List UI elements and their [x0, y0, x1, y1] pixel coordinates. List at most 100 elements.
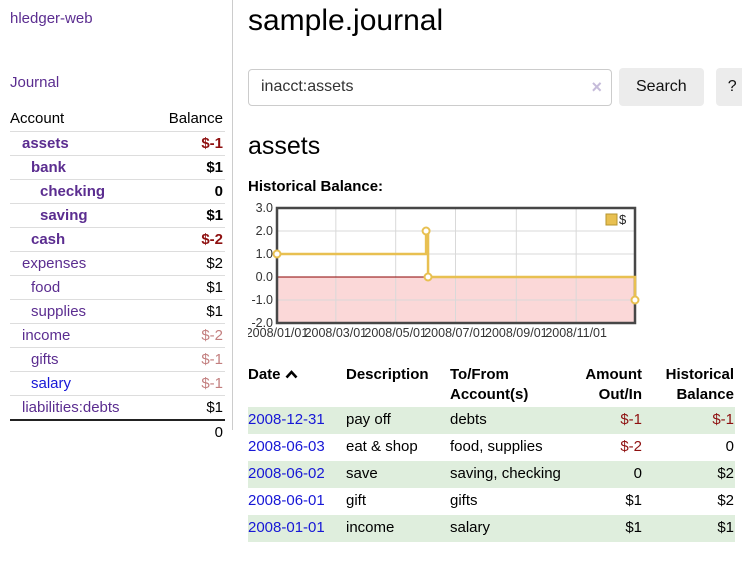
transaction-amount: $1 [625, 492, 642, 509]
account-balance: $-2 [152, 227, 225, 252]
transaction-date-link[interactable]: 2008-01-01 [248, 519, 325, 536]
transaction-description: income [346, 515, 450, 542]
app-brand-link[interactable]: hledger-web [10, 10, 93, 27]
account-balance: $1 [152, 299, 225, 324]
main-content: sample.journal × Search ? assets Histori… [248, 0, 742, 542]
transaction-accounts: debts [450, 407, 580, 434]
account-balance: $1 [152, 275, 225, 300]
account-balance: $1 [152, 155, 225, 180]
account-link-salary[interactable]: salary [31, 375, 72, 392]
account-row: salary $-1 [10, 371, 225, 396]
register-header-amount: Amount Out/In [585, 366, 642, 403]
svg-text:2008/11/01: 2008/11/01 [545, 326, 607, 340]
register-table: Date Description To/From Account(s) Amou… [248, 363, 735, 542]
svg-text:-2.0: -2.0 [251, 316, 273, 330]
svg-text:1.0: 1.0 [256, 247, 273, 261]
register-header-date[interactable]: Date [248, 363, 346, 407]
svg-text:-1.0: -1.0 [251, 293, 273, 307]
accounts-header-account: Account [10, 110, 65, 127]
register-header-balance: Historical Balance [665, 366, 734, 403]
transaction-accounts: salary [450, 515, 580, 542]
account-row: income $-2 [10, 323, 225, 348]
transaction-amount: $-2 [620, 438, 642, 455]
transaction-accounts: food, supplies [450, 438, 543, 455]
transaction-date-link[interactable]: 2008-06-02 [248, 465, 325, 482]
search-button[interactable]: Search [619, 68, 704, 106]
transaction-accounts: saving, checking [450, 461, 580, 488]
account-link-supplies[interactable]: supplies [31, 303, 87, 320]
account-balance: $2 [152, 251, 225, 276]
clear-search-icon[interactable]: × [591, 76, 602, 97]
svg-text:0.0: 0.0 [256, 270, 273, 284]
historical-balance-chart[interactable]: 3.0 2.0 1.0 0.0 -1.0 -2.02008/01/012008/03/01… [248, 202, 648, 342]
account-balance: 0 [152, 179, 225, 204]
account-balance: $-1 [152, 347, 225, 372]
account-link-saving[interactable]: saving [40, 207, 88, 224]
transaction-balance: $2 [642, 461, 735, 488]
svg-text:2008/01/01: 2008/01/01 [248, 326, 308, 340]
account-heading: assets [248, 132, 321, 160]
svg-text:2008/07/01: 2008/07/01 [424, 326, 487, 340]
account-link-assets[interactable]: assets [22, 135, 69, 152]
transaction-balance: $2 [717, 492, 734, 509]
sidebar: hledger-web Journal Account Balance asse… [0, 0, 233, 444]
transaction-amount: $-1 [580, 407, 642, 434]
accounts-header-balance: Balance [168, 110, 223, 127]
account-row: supplies $1 [10, 299, 225, 324]
transaction-date-link[interactable]: 2008-06-01 [248, 492, 325, 509]
account-balance: $1 [152, 395, 225, 420]
register-row: 2008-01-01 income salary $1 $1 [248, 515, 735, 542]
account-link-food[interactable]: food [31, 279, 61, 296]
accounts-balance-table: Account Balance assets $-1 bank $1 checking 0… [10, 107, 225, 444]
account-row: assets $-1 [10, 131, 225, 156]
account-balance: $-1 [152, 131, 225, 156]
account-row: expenses $2 [10, 251, 225, 276]
transaction-balance: $1 [642, 515, 735, 542]
account-link-expenses[interactable]: expenses [22, 255, 87, 272]
account-row: bank $1 [10, 155, 225, 180]
svg-text:2008/05/01: 2008/05/01 [364, 326, 427, 340]
account-balance: $-2 [152, 323, 225, 348]
register-row: 2008-06-02 save saving, checking 0 $2 [248, 461, 735, 488]
account-row: saving $1 [10, 203, 225, 228]
transaction-date-link[interactable]: 2008-12-31 [248, 411, 325, 428]
transaction-amount: $1 [580, 515, 642, 542]
account-link-income[interactable]: income [22, 327, 71, 344]
help-button[interactable]: ? [715, 68, 742, 106]
svg-text:3.0: 3.0 [256, 202, 273, 215]
accounts-total-value: 0 [152, 419, 225, 444]
register-row: 2008-06-03 eat & shop food, supplies $-2 0 [248, 434, 735, 461]
transaction-date-link[interactable]: 2008-06-03 [248, 438, 325, 455]
transaction-description: save [346, 461, 450, 488]
svg-text:2.0: 2.0 [256, 224, 273, 238]
svg-text:2008/03/01: 2008/03/01 [305, 326, 368, 340]
account-balance: $-1 [152, 371, 225, 396]
transaction-balance: 0 [725, 438, 734, 455]
transaction-description: pay off [346, 407, 450, 434]
account-link-gifts[interactable]: gifts [31, 351, 59, 368]
account-row: checking 0 [10, 179, 225, 204]
search-form: × Search ? [248, 68, 742, 106]
register-header-accounts: To/From Account(s) [450, 366, 529, 403]
register-header-description: Description [346, 366, 429, 383]
transaction-description: gift [346, 492, 367, 509]
account-row: food $1 [10, 275, 225, 300]
account-link-cash[interactable]: cash [31, 231, 66, 248]
sort-ascending-icon [285, 365, 298, 385]
register-row: 2008-12-31 pay off debts $-1 $-1 [248, 407, 735, 434]
svg-text:2008/09/01: 2008/09/01 [485, 326, 548, 340]
account-row: gifts $-1 [10, 347, 225, 372]
account-row: liabilities:debts $1 [10, 395, 225, 420]
chart-title: Historical Balance: [248, 178, 384, 195]
transaction-balance: $-1 [642, 407, 735, 434]
transaction-description: eat & shop [346, 438, 418, 455]
account-link-liabilities-debts[interactable]: liabilities:debts [22, 399, 120, 416]
account-link-checking[interactable]: checking [40, 183, 106, 200]
sidebar-item-journal[interactable]: Journal [10, 74, 60, 91]
transaction-accounts: gifts [450, 492, 478, 509]
svg-text:$: $ [619, 212, 627, 227]
page-title: sample.journal [248, 4, 444, 37]
search-input[interactable] [248, 68, 612, 106]
account-link-bank[interactable]: bank [31, 159, 67, 176]
transaction-amount: 0 [580, 461, 642, 488]
